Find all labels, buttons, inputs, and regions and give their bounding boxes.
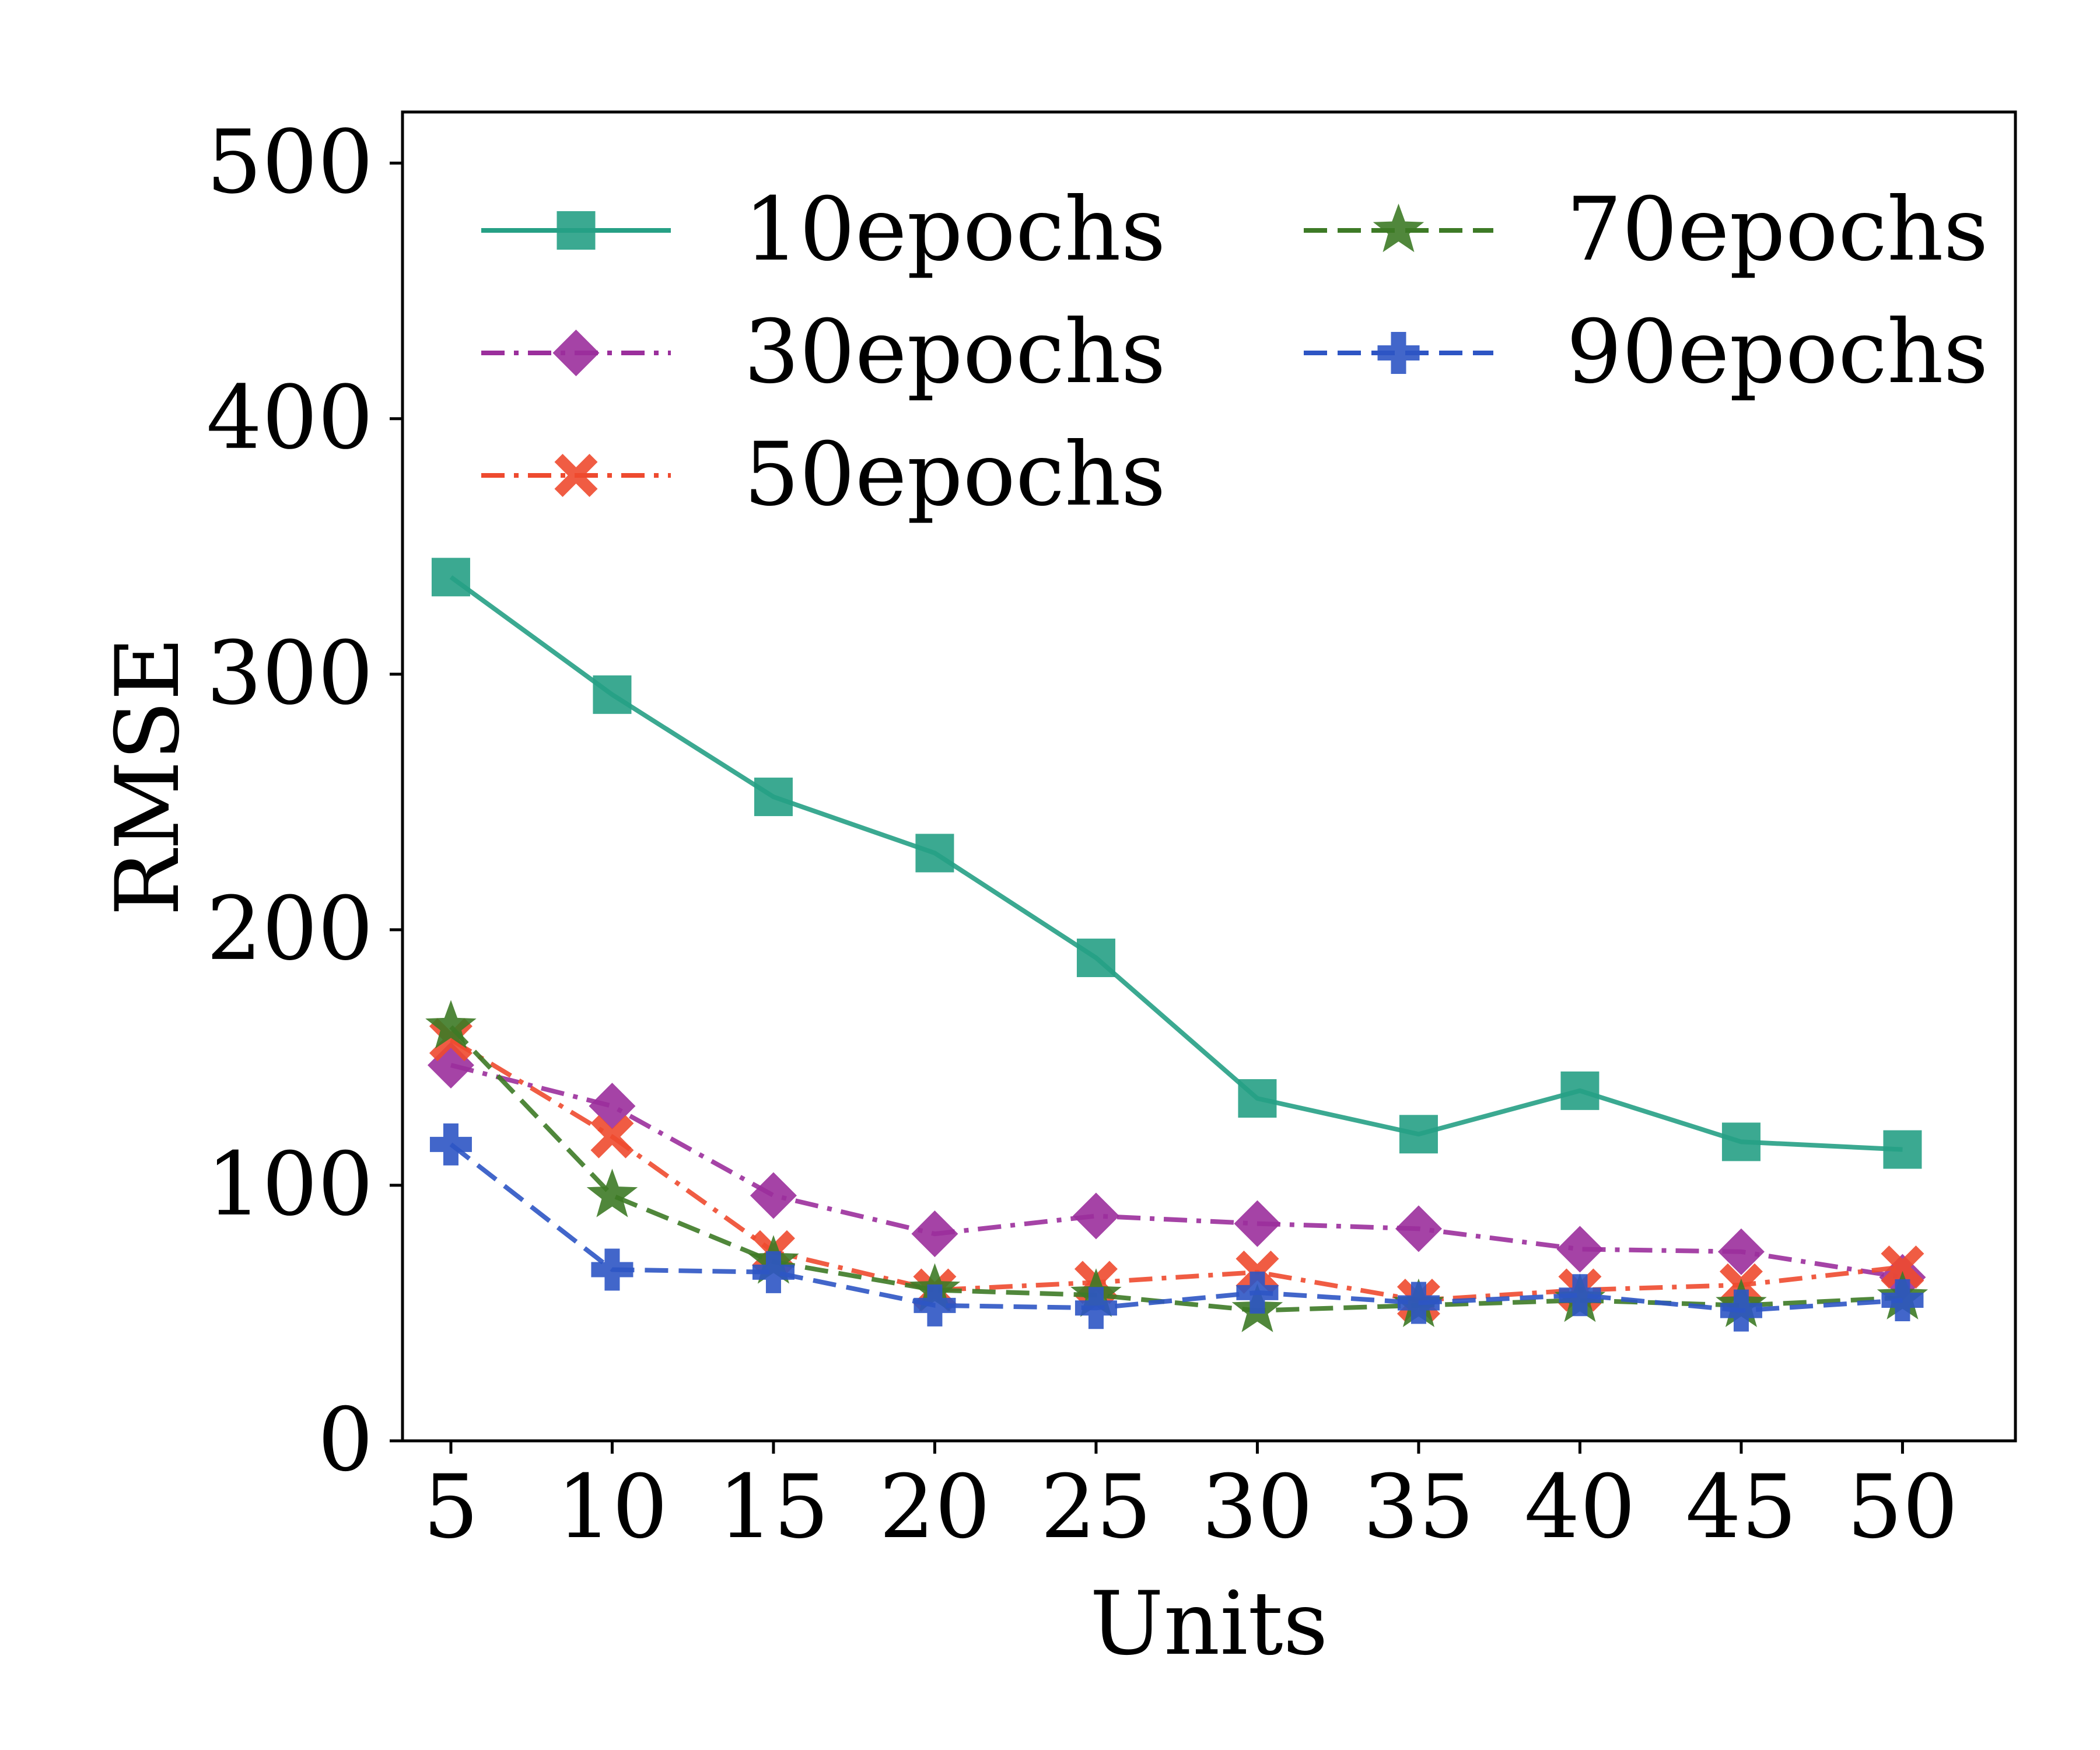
data-point	[1234, 1200, 1281, 1247]
data-point	[590, 1115, 634, 1158]
data-point	[1238, 1079, 1277, 1118]
data-point	[914, 1284, 956, 1326]
legend-item-50epochs: 50epochs	[481, 424, 1166, 526]
legend-label: 90epochs	[1566, 302, 1989, 403]
x-tick-label: 10	[556, 1457, 668, 1558]
y-tick-label: 500	[206, 112, 373, 214]
series-line	[449, 575, 1903, 1152]
series-line	[449, 1025, 1903, 1313]
data-point	[1721, 1122, 1760, 1161]
legend-marker	[556, 211, 596, 250]
x-tick-label: 5	[423, 1457, 478, 1558]
legend-marker	[552, 330, 600, 376]
data-point	[754, 778, 793, 817]
data-point	[1236, 1271, 1279, 1314]
data-point	[1881, 1245, 1924, 1289]
data-point	[915, 834, 954, 873]
x-tick-label: 40	[1524, 1457, 1636, 1558]
legend-marker	[554, 454, 598, 497]
x-tick-label: 30	[1202, 1457, 1313, 1558]
data-point	[1395, 1205, 1442, 1252]
y-tick-label: 300	[206, 623, 373, 724]
data-point	[1397, 1282, 1440, 1324]
y-axis-label: RMSE	[97, 637, 199, 916]
data-point	[591, 1248, 634, 1291]
series-10epochs	[431, 558, 1922, 1169]
data-point	[752, 1251, 794, 1293]
legend-item-10epochs: 10epochs	[481, 179, 1166, 281]
data-point	[1556, 1226, 1604, 1273]
data-point	[1076, 939, 1115, 978]
y-tick-label: 0	[318, 1390, 373, 1491]
data-point	[1074, 1287, 1117, 1329]
legend-item-70epochs: 70epochs	[1304, 179, 1989, 281]
y-tick-label: 400	[206, 368, 373, 469]
plot-area	[425, 558, 1929, 1332]
x-tick-label: 35	[1363, 1457, 1475, 1558]
data-point	[429, 1123, 472, 1166]
series-50epochs	[429, 1018, 1924, 1322]
data-point	[1717, 1228, 1765, 1275]
data-point	[1881, 1279, 1924, 1322]
data-point	[1720, 1289, 1762, 1332]
legend-item-90epochs: 90epochs	[1304, 302, 1989, 403]
series-90epochs	[429, 1123, 1924, 1332]
data-point	[431, 558, 470, 597]
legend-label: 10epochs	[744, 179, 1166, 281]
series-line	[450, 1063, 1903, 1280]
data-point	[750, 1172, 797, 1219]
data-point	[1399, 1115, 1438, 1154]
data-point	[911, 1210, 958, 1258]
legend-marker	[1377, 332, 1420, 374]
x-tick-label: 25	[1041, 1457, 1152, 1558]
series-30epochs	[427, 1042, 1926, 1301]
series-line	[449, 1037, 1903, 1303]
x-axis-label: Units	[1090, 1573, 1328, 1675]
data-point	[1883, 1130, 1922, 1169]
y-tick-label: 200	[206, 878, 373, 980]
data-point	[1559, 1274, 1601, 1317]
legend-item-30epochs: 30epochs	[481, 302, 1166, 403]
data-point	[586, 1168, 638, 1217]
data-point	[593, 675, 632, 714]
data-point	[1072, 1192, 1119, 1240]
data-point	[425, 1000, 477, 1049]
legend-label: 70epochs	[1566, 179, 1989, 281]
axes-frame	[401, 110, 2017, 1443]
series-line	[449, 1142, 1903, 1313]
legend-label: 30epochs	[744, 302, 1166, 403]
y-tick-label: 100	[206, 1134, 373, 1236]
data-point	[1560, 1071, 1600, 1110]
x-tick-label: 20	[879, 1457, 991, 1558]
legend-marker	[1373, 204, 1424, 253]
x-tick-label: 45	[1686, 1457, 1797, 1558]
legend-label: 50epochs	[744, 424, 1166, 526]
x-tick-label: 15	[718, 1457, 830, 1558]
x-tick-label: 50	[1847, 1457, 1958, 1558]
legend: 10epochs 30epochs 50epochs 70epochs 90epochs	[481, 179, 1989, 526]
